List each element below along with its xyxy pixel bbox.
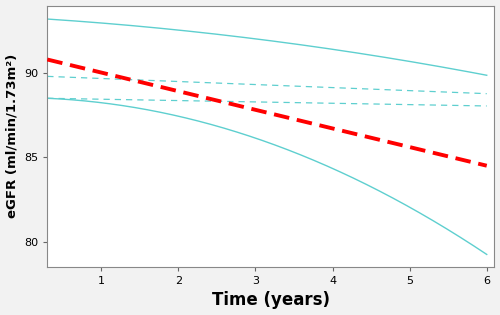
Y-axis label: eGFR (ml/min/1.73m²): eGFR (ml/min/1.73m²) — [6, 54, 18, 218]
X-axis label: Time (years): Time (years) — [212, 291, 330, 309]
